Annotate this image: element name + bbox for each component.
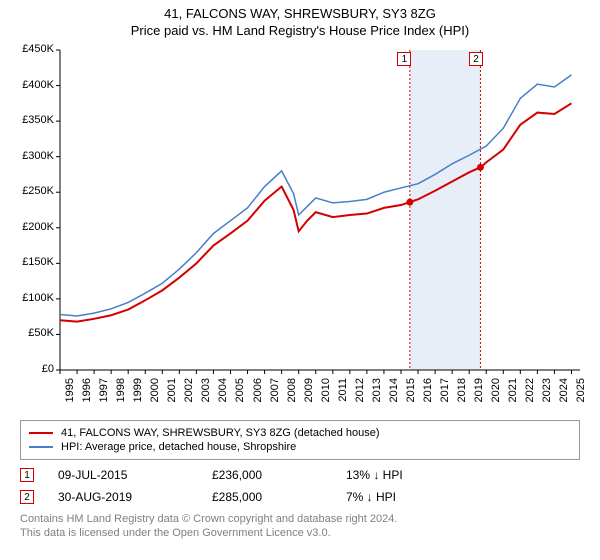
x-tick-label: 2001 (166, 378, 178, 412)
y-tick-label: £450K (10, 43, 54, 55)
legend-label: 41, FALCONS WAY, SHREWSBURY, SY3 8ZG (de… (61, 427, 380, 439)
sale-row: 2 30-AUG-2019 £285,000 7% ↓ HPI (20, 490, 580, 504)
legend-item: 41, FALCONS WAY, SHREWSBURY, SY3 8ZG (de… (29, 427, 571, 439)
x-tick-label: 2019 (473, 378, 485, 412)
x-tick-label: 2011 (337, 378, 349, 412)
sale-row-price: £285,000 (212, 490, 322, 504)
chart-titles: 41, FALCONS WAY, SHREWSBURY, SY3 8ZG Pri… (0, 0, 600, 38)
x-tick-label: 2023 (541, 378, 553, 412)
x-tick-label: 2018 (456, 378, 468, 412)
x-tick-label: 2025 (575, 378, 587, 412)
x-tick-label: 2021 (507, 378, 519, 412)
x-tick-label: 2014 (388, 378, 400, 412)
x-tick-label: 2006 (252, 378, 264, 412)
price-chart (10, 44, 590, 380)
attribution: Contains HM Land Registry data © Crown c… (20, 512, 580, 541)
x-tick-label: 2024 (558, 378, 570, 412)
sale-row-marker: 1 (20, 468, 34, 482)
attribution-line-2: This data is licensed under the Open Gov… (20, 526, 580, 540)
title-address: 41, FALCONS WAY, SHREWSBURY, SY3 8ZG (0, 6, 600, 21)
sale-row-price: £236,000 (212, 468, 322, 482)
x-tick-label: 2016 (422, 378, 434, 412)
x-tick-label: 2008 (286, 378, 298, 412)
x-tick-label: 2010 (320, 378, 332, 412)
y-tick-label: £300K (10, 150, 54, 162)
x-tick-label: 1998 (115, 378, 127, 412)
x-tick-label: 1995 (64, 378, 76, 412)
y-tick-label: £0 (10, 363, 54, 375)
y-tick-label: £150K (10, 256, 54, 268)
legend-swatch (29, 446, 53, 448)
sale-row-delta: 7% ↓ HPI (346, 490, 396, 504)
x-tick-label: 2022 (524, 378, 536, 412)
x-tick-label: 2020 (490, 378, 502, 412)
x-tick-label: 2000 (149, 378, 161, 412)
legend: 41, FALCONS WAY, SHREWSBURY, SY3 8ZG (de… (20, 420, 580, 460)
x-tick-label: 2003 (200, 378, 212, 412)
x-tick-label: 1997 (98, 378, 110, 412)
x-tick-label: 1996 (81, 378, 93, 412)
x-tick-label: 2002 (183, 378, 195, 412)
legend-swatch (29, 432, 53, 434)
attribution-line-1: Contains HM Land Registry data © Crown c… (20, 512, 580, 526)
legend-label: HPI: Average price, detached house, Shro… (61, 441, 296, 453)
legend-item: HPI: Average price, detached house, Shro… (29, 441, 571, 453)
x-tick-label: 2017 (439, 378, 451, 412)
y-tick-label: £200K (10, 221, 54, 233)
chart-footer: 41, FALCONS WAY, SHREWSBURY, SY3 8ZG (de… (20, 420, 580, 541)
sale-marker-box: 2 (469, 52, 483, 66)
y-tick-label: £350K (10, 114, 54, 126)
x-tick-label: 2004 (217, 378, 229, 412)
sale-row-delta: 13% ↓ HPI (346, 468, 403, 482)
y-tick-label: £50K (10, 327, 54, 339)
x-tick-label: 2009 (303, 378, 315, 412)
sale-row-marker: 2 (20, 490, 34, 504)
x-tick-label: 2012 (354, 378, 366, 412)
sale-row-date: 09-JUL-2015 (58, 468, 188, 482)
x-tick-label: 2005 (234, 378, 246, 412)
y-tick-label: £250K (10, 185, 54, 197)
y-tick-label: £100K (10, 292, 54, 304)
chart-area: £0 £50K £100K £150K £200K £250K £300K £350K £400… (10, 44, 590, 414)
x-tick-label: 2007 (269, 378, 281, 412)
x-tick-label: 2013 (371, 378, 383, 412)
sale-marker-box: 1 (397, 52, 411, 66)
y-tick-label: £400K (10, 79, 54, 91)
sale-row: 1 09-JUL-2015 £236,000 13% ↓ HPI (20, 468, 580, 482)
x-tick-label: 1999 (132, 378, 144, 412)
sales-table: 1 09-JUL-2015 £236,000 13% ↓ HPI 2 30-AUG-201… (20, 468, 580, 504)
x-tick-label: 2015 (405, 378, 417, 412)
sale-row-date: 30-AUG-2019 (58, 490, 188, 504)
title-subtitle: Price paid vs. HM Land Registry's House … (0, 23, 600, 38)
